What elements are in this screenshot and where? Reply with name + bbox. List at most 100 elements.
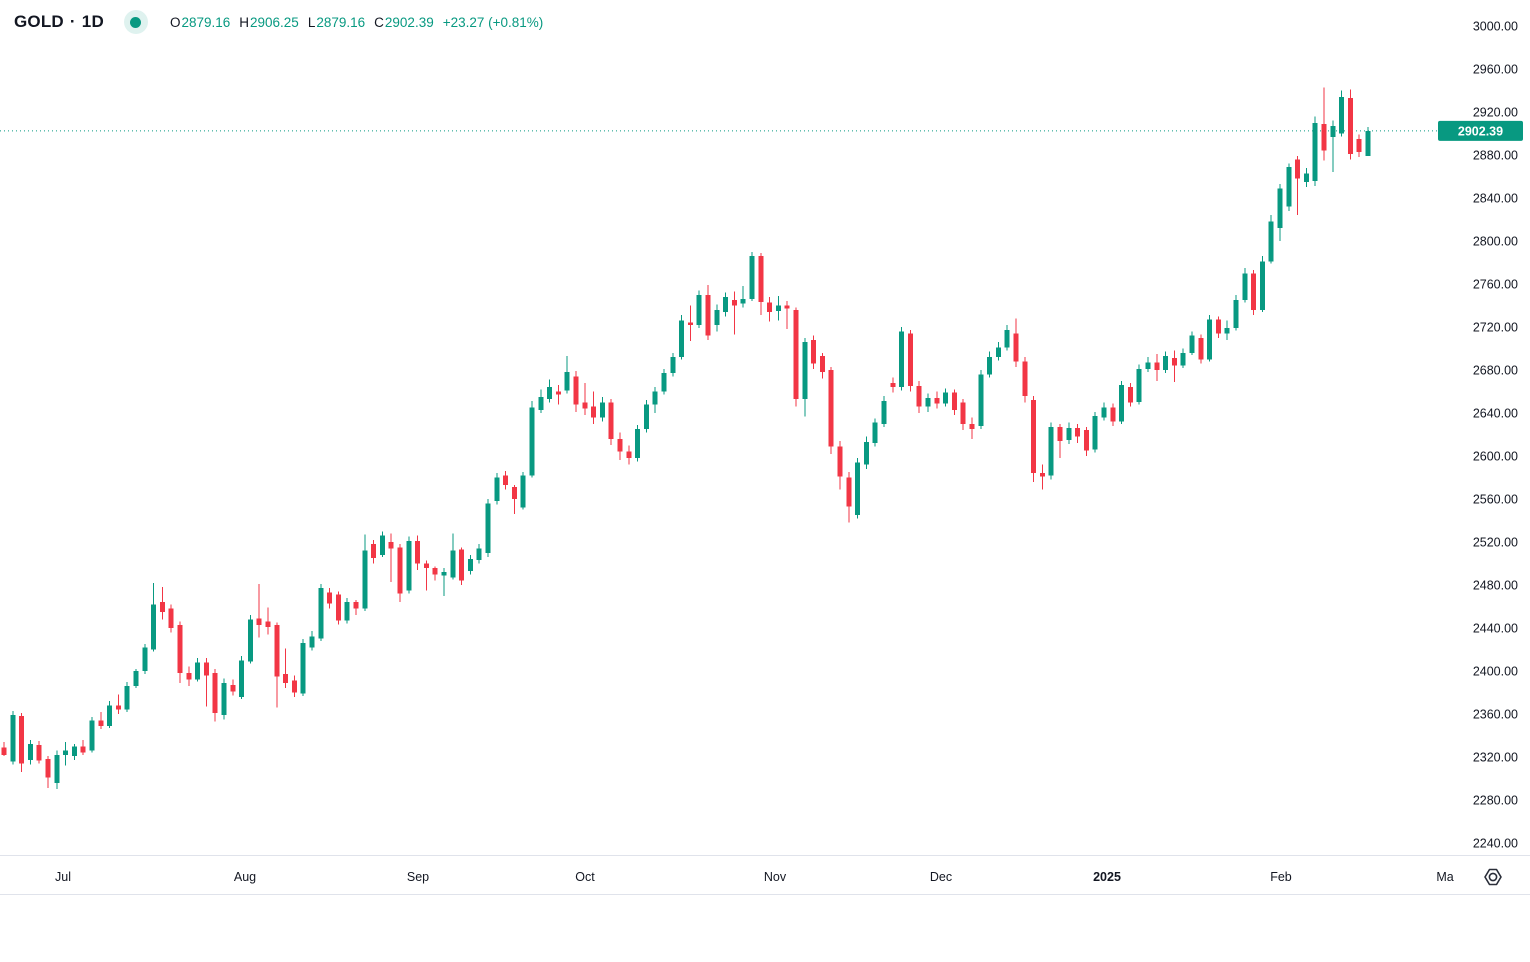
- candle-body: [168, 608, 174, 628]
- candle-body: [687, 322, 693, 325]
- series-marker-dot-icon[interactable]: [123, 10, 148, 34]
- candle-body: [951, 392, 957, 410]
- candle-body: [203, 662, 209, 676]
- candle-body: [802, 342, 808, 400]
- candle-wick: [786, 301, 788, 330]
- candle-body: [520, 475, 526, 508]
- candle-wick: [258, 583, 260, 638]
- candle-body: [995, 347, 1001, 358]
- candle-body: [124, 686, 130, 710]
- candle-body: [608, 402, 614, 439]
- candle-body: [151, 604, 157, 650]
- candle-body: [582, 402, 588, 409]
- candle-body: [819, 356, 825, 373]
- candle-wick: [742, 286, 744, 308]
- candle-body: [406, 540, 412, 591]
- high-label: H: [239, 14, 250, 30]
- time-tick-label: Ma: [1436, 870, 1453, 884]
- candle-body: [1295, 159, 1301, 179]
- candle-body: [555, 391, 561, 395]
- price-tick-label: 2520.00: [1473, 536, 1518, 550]
- candle-body: [890, 382, 896, 388]
- candle-body: [679, 320, 685, 358]
- price-axis[interactable]: 3000.00 2960.00 2920.00 2880.00 2840.00 2800.…: [1473, 20, 1518, 851]
- price-tick-label: 2880.00: [1473, 149, 1518, 163]
- symbol-title[interactable]: GOLD · 1D: [14, 12, 104, 32]
- candle-body: [1215, 319, 1221, 334]
- candle-wick: [205, 658, 207, 707]
- candle-body: [388, 542, 394, 549]
- candle-body: [212, 673, 218, 713]
- candle-body: [643, 404, 649, 430]
- candle-body: [256, 618, 262, 625]
- time-axis[interactable]: Jul Aug Sep Oct Nov Dec 2025 Feb Ma: [55, 870, 1454, 884]
- symbol-name: GOLD: [14, 12, 64, 31]
- candle-body: [467, 559, 473, 571]
- candle-body: [98, 720, 104, 726]
- candle-body: [811, 339, 817, 364]
- candle-body: [1365, 130, 1371, 156]
- candle-body: [1224, 328, 1230, 334]
- candle-body: [1127, 387, 1133, 403]
- candle-wick: [117, 694, 119, 714]
- candle-body: [71, 746, 77, 756]
- candle-body: [872, 422, 878, 444]
- candle-body: [36, 745, 42, 761]
- candle-body: [247, 619, 253, 662]
- pane-settings-button[interactable]: [1481, 866, 1505, 888]
- candle-body: [353, 602, 359, 609]
- candle-wick: [1297, 156, 1299, 216]
- candle-body: [1277, 188, 1283, 229]
- candle-body: [916, 386, 922, 407]
- candle-body: [705, 294, 711, 336]
- candle-body: [1356, 138, 1362, 152]
- candle-body: [1339, 97, 1345, 134]
- candle-body: [318, 588, 324, 639]
- price-tick-label: 2360.00: [1473, 708, 1518, 722]
- candle-body: [1066, 428, 1072, 440]
- candle-body: [371, 544, 377, 559]
- candle-body: [1163, 356, 1169, 370]
- symbol-legend: GOLD · 1D O 2879.16 H 2906.25 L 2879.16 C 29…: [14, 10, 543, 34]
- candle-body: [133, 671, 139, 686]
- candle-body: [89, 720, 95, 751]
- candle-wick: [443, 567, 445, 596]
- candle-body: [221, 682, 227, 716]
- candle-body: [899, 331, 905, 388]
- price-tick-label: 2560.00: [1473, 493, 1518, 507]
- candle-body: [441, 572, 447, 576]
- candle-body: [19, 716, 25, 764]
- candle-body: [1092, 416, 1098, 450]
- candle-body: [239, 660, 245, 697]
- candle-body: [775, 305, 781, 311]
- candle-wick: [390, 533, 392, 582]
- candle-body: [274, 624, 280, 677]
- candle-body: [1022, 361, 1028, 396]
- ohlc-readout: O 2879.16 H 2906.25 L 2879.16 C 2902.39 +23.…: [170, 15, 543, 30]
- time-tick-label: 2025: [1093, 870, 1121, 884]
- time-tick-label: Jul: [55, 870, 71, 884]
- candle-body: [283, 674, 289, 683]
- price-tick-label: 2960.00: [1473, 63, 1518, 77]
- candle-body: [740, 299, 746, 304]
- candle-body: [115, 705, 121, 710]
- candle-body: [934, 397, 940, 404]
- candle-body: [749, 256, 755, 299]
- high-value: 2906.25: [250, 14, 299, 30]
- close-label: C: [374, 14, 384, 30]
- candle-body: [943, 392, 949, 404]
- candle-body: [1136, 368, 1142, 403]
- candle-body: [344, 602, 350, 621]
- candle-body: [1154, 362, 1160, 370]
- dot-icon: [130, 16, 142, 28]
- candle-body: [159, 602, 165, 612]
- candle-body: [1, 747, 7, 755]
- candle-wick: [267, 607, 269, 635]
- time-tick-label: Nov: [764, 870, 787, 884]
- candle-body: [476, 548, 482, 561]
- candle-body: [846, 477, 852, 507]
- candle-body: [978, 374, 984, 426]
- candle-body: [186, 673, 192, 680]
